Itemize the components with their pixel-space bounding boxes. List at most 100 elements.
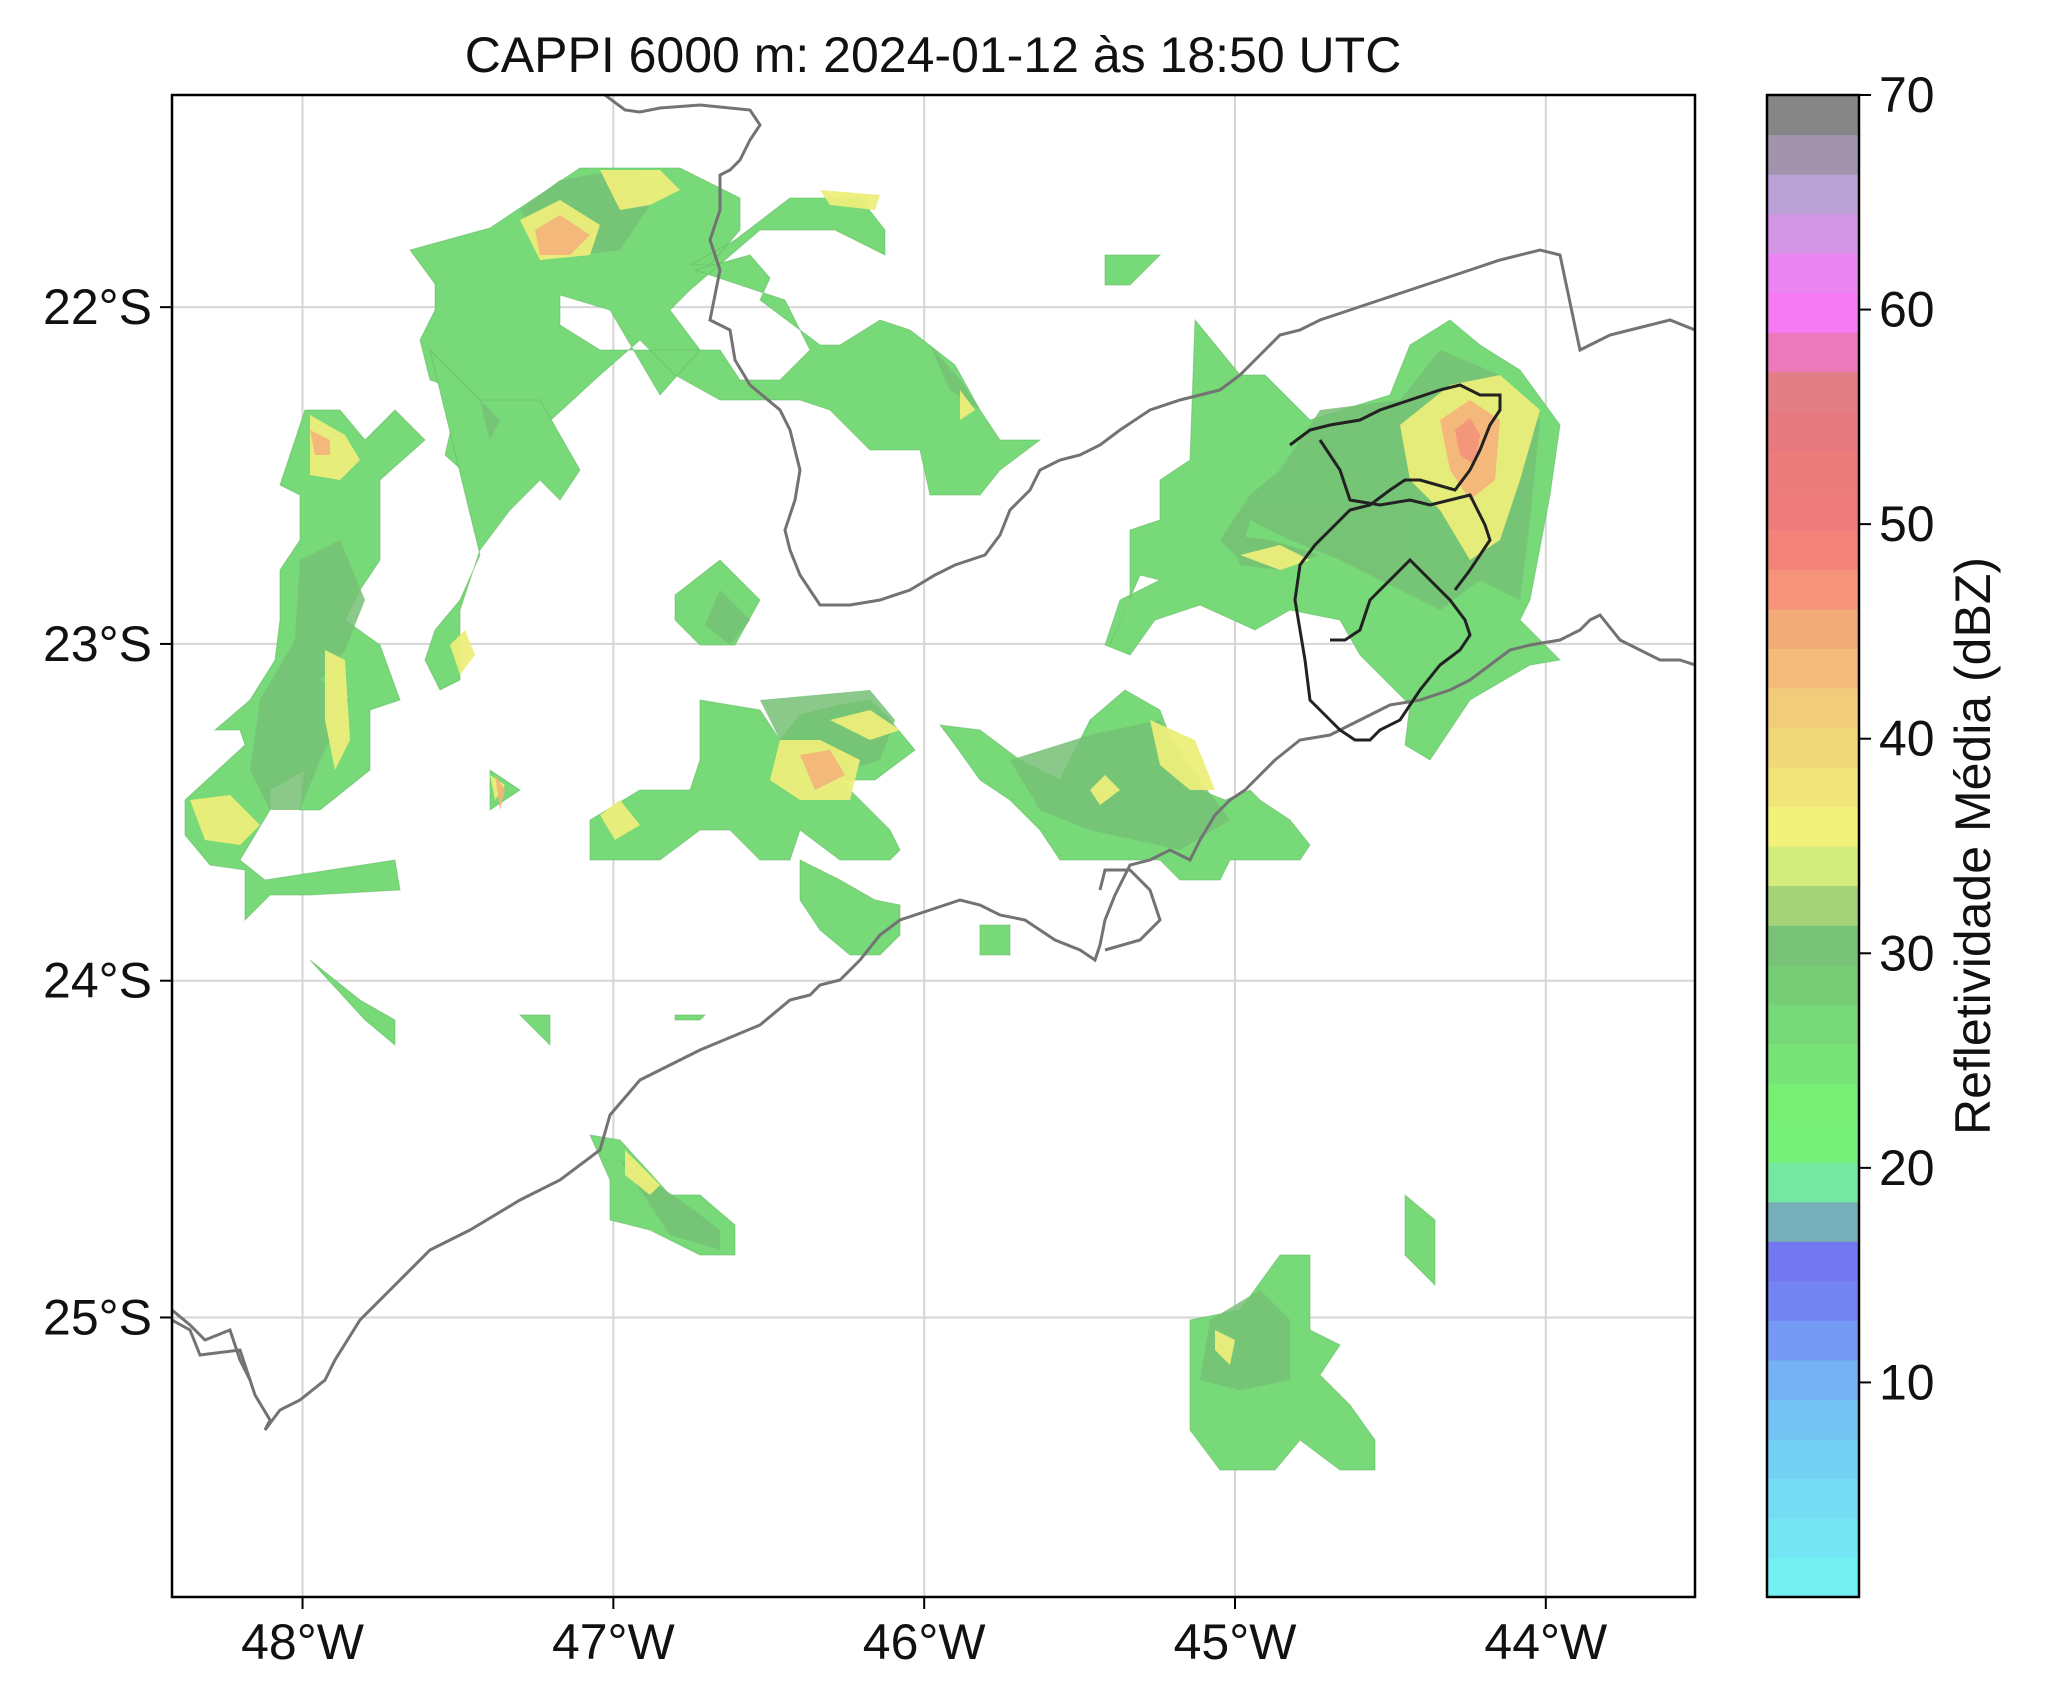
colorbar-swatch xyxy=(1767,253,1859,294)
echo-core xyxy=(1455,418,1480,465)
echo-region xyxy=(309,959,396,1047)
echo-core xyxy=(325,650,350,770)
colorbar-swatch xyxy=(1767,1004,1859,1045)
colorbar-swatch xyxy=(1767,371,1859,412)
colorbar-swatch xyxy=(1767,1122,1859,1163)
y-tick-label: 25°S xyxy=(43,1289,152,1345)
state-border xyxy=(604,95,1695,607)
x-tick-label: 46°W xyxy=(863,1614,987,1670)
colorbar-swatch xyxy=(1767,1517,1859,1559)
colorbar-tick-label: 10 xyxy=(1879,1354,1935,1410)
colorbar-swatch xyxy=(1767,1438,1859,1480)
echo-core xyxy=(600,170,680,210)
echo-core xyxy=(450,630,475,675)
colorbar-swatch xyxy=(1767,964,1859,1005)
colorbar-swatch xyxy=(1767,885,1859,926)
colorbar-swatch xyxy=(1767,1162,1859,1203)
echo-core xyxy=(600,800,640,840)
state-border-dark xyxy=(1318,439,1492,591)
colorbar-swatch xyxy=(1767,846,1859,887)
echo-core xyxy=(800,750,845,790)
echo-core xyxy=(820,190,880,210)
map-area xyxy=(172,95,1695,1597)
x-tick-label: 48°W xyxy=(241,1614,365,1670)
colorbar-tick-label: 50 xyxy=(1879,496,1935,552)
y-tick-label: 22°S xyxy=(43,279,152,335)
echo-core xyxy=(1215,1330,1235,1365)
state-border-dark xyxy=(1289,383,1502,742)
echo-core xyxy=(830,710,900,740)
colorbar-swatch xyxy=(1767,1280,1859,1321)
colorbar-label: Refletividade Média (dBZ) xyxy=(1945,557,2001,1135)
colorbar-swatch xyxy=(1767,292,1859,333)
echo-region xyxy=(1404,1193,1436,1287)
colorbar-tick-label: 60 xyxy=(1879,282,1935,338)
colorbar-swatch xyxy=(1767,411,1859,452)
colorbar-swatch xyxy=(1767,569,1859,610)
colorbar-swatch xyxy=(1767,1083,1859,1124)
echo-core xyxy=(930,345,980,410)
echo-region xyxy=(799,859,901,956)
colorbar-swatch xyxy=(1767,727,1859,768)
echo-core xyxy=(480,400,500,440)
echo-core xyxy=(1090,775,1120,805)
echo-core xyxy=(1200,1290,1290,1390)
colorbar-swatch xyxy=(1767,213,1859,254)
colorbar-frame xyxy=(1765,93,1861,1599)
echo-core xyxy=(190,795,260,845)
colorbar-swatch xyxy=(1767,174,1859,215)
colorbar-swatch xyxy=(1767,1043,1859,1084)
reflectivity-core-45dbz xyxy=(1455,418,1480,465)
colorbar-swatch xyxy=(1767,490,1859,531)
echo-region xyxy=(1104,254,1162,286)
coastline xyxy=(172,613,1695,1431)
y-tick-label: 23°S xyxy=(43,616,152,672)
x-tick-label: 47°W xyxy=(552,1614,676,1670)
state-borders xyxy=(172,95,1695,1431)
map-background xyxy=(172,95,1695,1597)
echo-core xyxy=(705,590,750,645)
colorbar-swatch xyxy=(1767,806,1859,847)
echo-core xyxy=(495,775,505,810)
colorbar-swatch xyxy=(1767,1320,1859,1361)
colorbar-swatch xyxy=(1767,687,1859,729)
echo-core xyxy=(310,415,360,480)
colorbar-swatch xyxy=(1767,1478,1859,1519)
figure-title: CAPPI 6000 m: 2024-01-12 às 18:50 UTC xyxy=(465,27,1402,83)
echo-region xyxy=(979,924,1011,956)
colorbar-swatch xyxy=(1767,925,1859,966)
coastline-island xyxy=(1098,868,1162,952)
y-axis: 22°S 23°S 24°S 25°S xyxy=(43,279,172,1345)
echo-region xyxy=(674,1014,707,1021)
city-border xyxy=(1289,383,1502,742)
colorbar-swatch xyxy=(1767,1399,1859,1440)
colorbar-tick-label: 40 xyxy=(1879,711,1935,767)
state-border xyxy=(172,1318,252,1381)
map-frame xyxy=(170,93,1697,1599)
colorbar-swatch xyxy=(1767,648,1859,689)
colorbar-swatch xyxy=(1767,1201,1859,1242)
colorbar-swatch xyxy=(1767,332,1859,373)
colorbar-swatch xyxy=(1767,134,1859,175)
x-tick-label: 44°W xyxy=(1484,1614,1608,1670)
echo-core xyxy=(250,540,365,810)
echo-region xyxy=(424,348,581,691)
colorbar: 10 20 30 40 50 60 70 xyxy=(1765,67,1935,1599)
colorbar-swatch xyxy=(1767,450,1859,491)
colorbar-swatch xyxy=(1767,1359,1859,1400)
colorbar-swatch xyxy=(1767,1557,1859,1598)
colorbar-tick-label: 70 xyxy=(1879,67,1935,123)
y-tick-label: 24°S xyxy=(43,953,152,1009)
colorbar-swatch xyxy=(1767,529,1859,570)
x-axis: 48°W 47°W 46°W 45°W 44°W xyxy=(241,1597,1608,1670)
colorbar-swatch xyxy=(1767,608,1859,649)
echo-region xyxy=(518,1014,551,1047)
colorbar-tick-label: 30 xyxy=(1879,925,1935,981)
colorbar-tick-label: 20 xyxy=(1879,1140,1935,1196)
echo-core xyxy=(1240,545,1310,570)
colorbar-swatch xyxy=(1767,766,1859,808)
echo-core xyxy=(535,215,590,255)
echo-core xyxy=(960,390,975,420)
